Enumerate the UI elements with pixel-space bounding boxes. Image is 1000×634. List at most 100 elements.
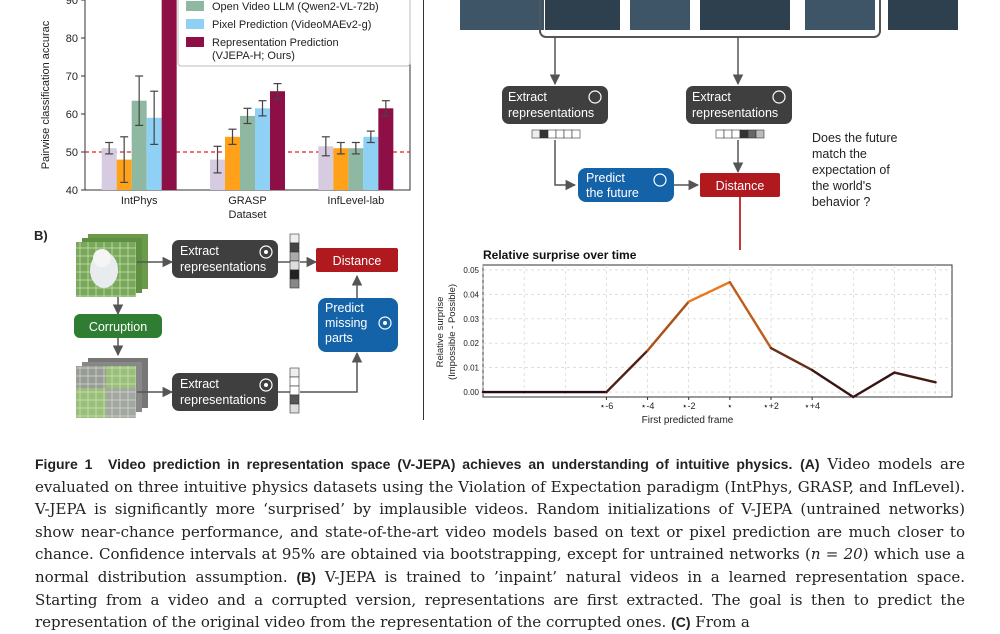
y-tick-label: 0.02 xyxy=(463,339,479,348)
svg-text:the world's: the world's xyxy=(812,179,871,193)
c-predict-1: Predict xyxy=(586,171,625,185)
panel-b-label: B) xyxy=(34,228,48,243)
legend-label: Pixel Prediction (VideoMAEv2-g) xyxy=(212,19,371,31)
x-tick-label: GRASP xyxy=(228,195,267,207)
bar-chart: 40 50 60 70 80 90 Pairwise classification accu… xyxy=(40,0,411,221)
extract-top-line1: Extract xyxy=(180,244,219,258)
bar xyxy=(270,91,285,190)
y-axis-label: Relative surprise xyxy=(435,297,446,368)
y-tick-label: 0.04 xyxy=(463,290,479,299)
svg-text:behavior ?: behavior ? xyxy=(812,195,870,209)
line-segment xyxy=(728,280,773,350)
c-distance-label: Distance xyxy=(716,179,765,193)
question-text: Does the future match the expectation of… xyxy=(812,131,898,209)
bar xyxy=(363,136,379,190)
caption-a-text2: ) which use a normal distribution assump… xyxy=(35,545,965,586)
x-tick-label: ⋆+2 xyxy=(763,401,779,411)
svg-text:match the: match the xyxy=(812,147,867,161)
caption-a-text: Video models are evaluated on three intu… xyxy=(35,455,965,564)
line-segment xyxy=(769,346,814,372)
legend-label-2: (VJEPA-H; Ours) xyxy=(212,50,295,62)
bar xyxy=(318,146,334,190)
y-tick-label: 0.01 xyxy=(463,364,479,373)
bar xyxy=(255,108,270,190)
corruption-box xyxy=(74,314,162,338)
c-extract-left-2: representations xyxy=(508,106,594,120)
bar xyxy=(131,100,147,190)
panel-c-diagram: ••• ••• Extract representations Extract … xyxy=(460,0,958,250)
c-extract-right-2: representations xyxy=(692,106,778,120)
extract-box-bottom xyxy=(172,373,278,411)
predict-line3: parts xyxy=(325,331,353,345)
predict-future-box xyxy=(578,168,674,202)
extract-bottom-line1: Extract xyxy=(180,377,219,391)
extract-top-line2: representations xyxy=(180,260,266,274)
bar xyxy=(333,148,349,190)
y-tick-label: 60 xyxy=(66,109,78,121)
y-tick-label: 70 xyxy=(66,71,78,83)
network-icon xyxy=(378,316,392,330)
y-tick-label: 50 xyxy=(66,147,78,159)
figure-title: Video prediction in representation space… xyxy=(107,456,793,472)
video-frames-original xyxy=(76,234,148,297)
y-axis-label: Pairwise classification accurac xyxy=(40,20,52,169)
line-chart-title: Relative surprise over time xyxy=(483,248,637,262)
network-icon xyxy=(259,378,273,392)
predict-box-b xyxy=(318,298,398,352)
svg-text:•••: ••• xyxy=(790,0,801,11)
token-strip-original xyxy=(289,233,300,289)
y-tick-label: 0.00 xyxy=(463,388,479,397)
c-extract-right-1: Extract xyxy=(692,90,731,104)
bar xyxy=(240,115,255,190)
line-segment xyxy=(646,300,690,352)
bar xyxy=(210,159,225,190)
y-tick-label: 0.03 xyxy=(463,315,479,324)
network-icon xyxy=(772,90,786,104)
x-tick-label: InfLevel-lab xyxy=(327,195,384,207)
bar xyxy=(378,108,394,190)
x-tick-label: IntPhys xyxy=(121,195,158,207)
video-frames-corrupted xyxy=(76,358,148,418)
x-tick-label: ⋆-6 xyxy=(600,401,614,411)
x-tick-label: ⋆+4 xyxy=(804,401,820,411)
x-tick-label: ⋆-4 xyxy=(641,401,655,411)
panel-divider xyxy=(423,0,424,420)
bar xyxy=(101,148,117,190)
x-axis-label: Dataset xyxy=(229,209,267,221)
extract-box-right xyxy=(686,86,792,124)
c-extract-left-1: Extract xyxy=(508,90,547,104)
c-predict-2: the future xyxy=(586,186,639,200)
line-segment xyxy=(893,371,937,384)
line-segment xyxy=(605,349,649,394)
panel-b-diagram: Extract representations Corruption Extra… xyxy=(74,233,398,418)
caption-b-label: (B) xyxy=(296,568,316,585)
line-chart-frame xyxy=(482,264,953,398)
caption-c-label: (C) xyxy=(671,614,691,631)
y-tick-label: 40 xyxy=(66,185,78,197)
line-segment xyxy=(810,368,855,399)
figure-caption: Figure 1 Video prediction in representat… xyxy=(35,453,965,634)
y-tick-label: 90 xyxy=(66,0,78,7)
legend-label: Representation Prediction xyxy=(212,37,339,49)
caption-c-text: From a xyxy=(695,613,750,632)
x-axis-label: First predicted frame xyxy=(642,415,734,426)
y-axis-label-2: (Impossible - Possible) xyxy=(447,284,458,380)
distance-box-b xyxy=(316,248,398,272)
x-tick-label: ⋆ xyxy=(727,401,733,411)
caption-a-label: (A) xyxy=(800,456,820,472)
extract-box-top xyxy=(172,240,278,278)
extract-bottom-line2: representations xyxy=(180,393,266,407)
video-strip-top: ••• ••• xyxy=(460,0,958,38)
bar xyxy=(348,148,364,190)
y-tick-label: 0.05 xyxy=(463,266,479,275)
caption-n: n = 20 xyxy=(810,545,863,564)
legend-label: Open Video LLM (Qwen2-VL-72b) xyxy=(212,1,379,13)
distance-box-c xyxy=(700,173,780,197)
network-icon xyxy=(588,90,602,104)
token-strip-corrupted xyxy=(289,367,300,414)
predict-line1: Predict xyxy=(325,301,364,315)
line-chart: Relative surprise over time 0.00 0.01 0.02 0… xyxy=(435,248,953,426)
legend-box xyxy=(177,0,411,67)
figure-label: Figure 1 xyxy=(35,456,93,472)
x-tick-label: ⋆-2 xyxy=(682,401,696,411)
